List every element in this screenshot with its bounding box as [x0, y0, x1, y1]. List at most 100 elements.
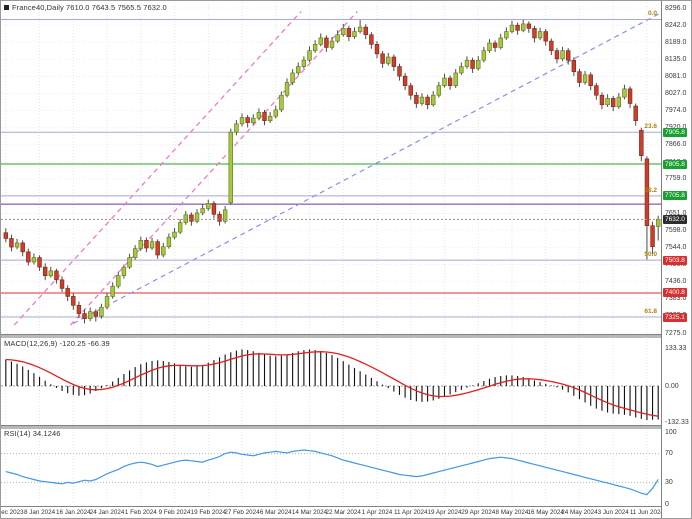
date-label: 19 Feb 2024: [190, 509, 226, 516]
price-tick-label: 8189.0: [665, 38, 687, 46]
pane-separator-macd[interactable]: [1, 334, 661, 338]
fib-level-label: 61.8: [644, 308, 657, 316]
level-price-tag: 7905.8: [663, 127, 687, 137]
candle-body: [267, 115, 273, 121]
chart-title: France40,Daily 7610.0 7643.5 7565.5 7632…: [4, 3, 167, 12]
date-label: 24 Jan 2024: [89, 509, 125, 516]
price-tick-label: 7759.0: [665, 175, 687, 183]
candle-body: [374, 43, 380, 55]
candle-body: [605, 98, 610, 106]
candle-body: [138, 240, 143, 249]
candle-body: [487, 42, 492, 51]
candle-body: [54, 270, 59, 281]
candle-body: [200, 208, 205, 214]
candle-body: [425, 96, 430, 106]
candle-body: [234, 123, 239, 133]
candle-body: [644, 158, 650, 227]
candle-body: [324, 37, 329, 48]
candle-body: [639, 129, 644, 156]
candle-body: [76, 305, 82, 314]
candle-body: [402, 75, 408, 86]
candle-body: [296, 66, 301, 74]
candle-body: [380, 53, 385, 64]
candle-body: [476, 59, 481, 69]
rsi-tick-label: 0: [665, 500, 669, 508]
candle-body: [481, 50, 487, 61]
candle-body: [93, 311, 98, 317]
candle-body: [110, 285, 115, 297]
candle-body: [515, 24, 520, 31]
candle-body: [228, 131, 233, 204]
price-tick-label: 8135.0: [665, 55, 687, 63]
candle-body: [87, 311, 93, 319]
candle-body: [42, 266, 48, 277]
candle-body: [526, 23, 532, 29]
date-label: 1 Apr 2024: [361, 509, 393, 516]
candle-body: [183, 214, 188, 223]
candle-body: [633, 105, 638, 121]
date-label: 16 Jan 2024: [55, 509, 91, 516]
candle-body: [172, 231, 177, 238]
candle-body: [211, 203, 217, 215]
candle-body: [436, 85, 442, 96]
candle-body: [71, 296, 76, 306]
candle-body: [9, 238, 14, 248]
price-axis[interactable]: 8296.0 8242.0 8189.0 8135.0 8081.0 8027.0 7974…: [661, 1, 691, 518]
fib-level-label: 50.0: [644, 251, 657, 259]
price-tick-label: 7974.0: [665, 106, 687, 114]
trendline: [13, 11, 302, 326]
candle-body: [3, 232, 9, 239]
candle-body: [543, 31, 548, 42]
candle-body: [104, 296, 110, 308]
macd-tick-label: 133.33: [665, 345, 687, 353]
trendline: [73, 12, 661, 324]
candle-body: [251, 117, 256, 123]
candle-body: [464, 59, 470, 67]
level-price-tag: 7805.8: [663, 159, 687, 169]
candle-body: [245, 117, 250, 123]
price-tick-label: 7920.0: [665, 124, 686, 131]
candle-body: [599, 94, 605, 106]
candle-body: [594, 85, 599, 96]
candle-body: [341, 28, 346, 36]
candle-body: [329, 40, 335, 48]
candle-body: [655, 219, 661, 227]
candle-body: [144, 240, 149, 249]
pane-separator-rsi[interactable]: [1, 425, 661, 429]
candle-body: [99, 306, 104, 317]
candle-body: [335, 34, 340, 42]
chart-canvas[interactable]: [1, 1, 661, 519]
date-label: 9 Feb 2024: [158, 509, 191, 516]
candle-body: [442, 77, 447, 86]
candle-body: [121, 266, 127, 277]
level-price-tag: 7705.8: [663, 191, 687, 201]
trendline: [70, 11, 358, 326]
price-tick-label: 8081.0: [665, 72, 687, 80]
candle-body: [588, 74, 593, 86]
date-label: 8 May 2024: [495, 509, 529, 516]
candle-body: [554, 50, 560, 60]
candle-body: [318, 37, 323, 45]
price-tick-label: 7436.0: [665, 278, 687, 286]
candle-body: [582, 74, 588, 83]
candle-body: [577, 71, 582, 83]
fib-level-label: 0.0: [647, 10, 657, 18]
macd-tick-label: -132.33: [665, 419, 689, 427]
candle-body: [273, 109, 278, 117]
rsi-tick-label: 30: [665, 478, 673, 486]
rsi-label: RSI(14) 34.1246: [4, 429, 61, 438]
candle-body: [206, 203, 211, 209]
candle-body: [509, 24, 515, 32]
candle-body: [386, 56, 391, 64]
candle-body: [59, 279, 65, 289]
candle-body: [431, 94, 436, 106]
level-price-tag: 7400.8: [663, 288, 687, 298]
chart-title-text: France40,Daily 7610.0 7643.5 7565.5 7632…: [12, 3, 167, 12]
candle-body: [189, 214, 194, 222]
date-label: 14 Mar 2024: [291, 509, 328, 516]
price-tick-label: 7544.0: [665, 243, 687, 251]
date-label: 1 Feb 2024: [124, 509, 157, 516]
candle-body: [492, 42, 498, 48]
level-price-tag: 7503.8: [663, 255, 687, 265]
